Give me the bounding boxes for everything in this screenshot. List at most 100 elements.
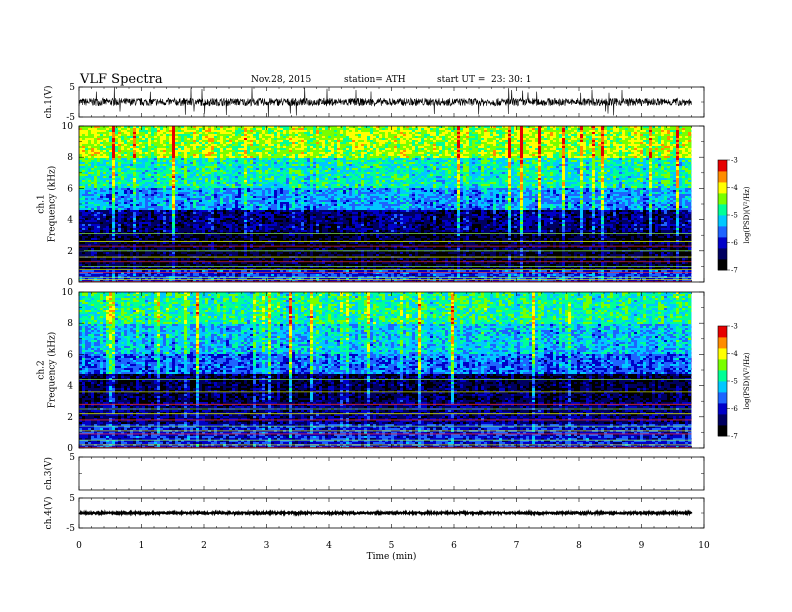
psd-cell [115, 190, 118, 192]
psd-cell [112, 168, 115, 170]
psd-cell [109, 224, 112, 226]
psd-cell [79, 160, 82, 162]
psd-cell [121, 194, 124, 196]
psd-cell [103, 182, 106, 184]
psd-cell [112, 134, 115, 136]
psd-cell [82, 196, 85, 198]
psd-cell [121, 196, 124, 198]
psd-cell [88, 230, 91, 232]
psd-cell [100, 210, 103, 212]
psd-cell [106, 222, 109, 224]
psd-cell [121, 142, 124, 144]
psd-cell [82, 258, 85, 260]
psd-cell [94, 216, 97, 218]
psd-cell [112, 190, 115, 192]
psd-cell [100, 136, 103, 138]
psd-cell [112, 234, 115, 236]
psd-cell [100, 170, 103, 172]
psd-cell [79, 162, 82, 164]
psd-cell [91, 222, 94, 224]
psd-cell [88, 224, 91, 226]
psd-cell [115, 188, 118, 190]
psd-cell [97, 172, 100, 174]
psd-cell [112, 224, 115, 226]
psd-cell [124, 252, 127, 254]
psd-cell [106, 200, 109, 202]
psd-cell [100, 192, 103, 194]
psd-cell [79, 252, 82, 254]
psd-cell [97, 146, 100, 148]
psd-cell [85, 206, 88, 208]
psd-cell [112, 166, 115, 168]
psd-cell [91, 134, 94, 136]
psd-cell [91, 242, 94, 244]
psd-cell [103, 180, 106, 182]
psd-cell [121, 200, 124, 202]
psd-cell [118, 194, 121, 196]
psd-cell [124, 186, 127, 188]
psd-cell [88, 194, 91, 196]
psd-cell [103, 218, 106, 220]
psd-cell [106, 172, 109, 174]
psd-cell [97, 222, 100, 224]
psd-cell [82, 224, 85, 226]
psd-cell [94, 154, 97, 156]
psd-cell [88, 148, 91, 150]
psd-cell [94, 220, 97, 222]
psd-cell [115, 206, 118, 208]
psd-cell [118, 170, 121, 172]
psd-cell [121, 192, 124, 194]
psd-cell [91, 236, 94, 238]
psd-cell [106, 252, 109, 254]
psd-cell [82, 170, 85, 172]
psd-cell [97, 226, 100, 228]
psd-cell [106, 186, 109, 188]
psd-cell [115, 218, 118, 220]
psd-cell [79, 152, 82, 154]
psd-cell [100, 180, 103, 182]
psd-cell [91, 128, 94, 130]
psd-cell [112, 258, 115, 260]
psd-cell [103, 192, 106, 194]
psd-cell [109, 130, 112, 132]
psd-cell [88, 164, 91, 166]
psd-cell [103, 198, 106, 200]
psd-cell [118, 202, 121, 204]
psd-cell [109, 198, 112, 200]
psd-cell [85, 264, 88, 266]
psd-cell [106, 208, 109, 210]
psd-cell [106, 188, 109, 190]
psd-cell [94, 202, 97, 204]
psd-cell [79, 236, 82, 238]
psd-cell [121, 244, 124, 246]
psd-cell [121, 186, 124, 188]
psd-cell [94, 252, 97, 254]
psd-cell [103, 170, 106, 172]
psd-cell [121, 144, 124, 146]
psd-cell [88, 174, 91, 176]
psd-cell [103, 144, 106, 146]
psd-cell [112, 254, 115, 256]
psd-cell [100, 264, 103, 266]
psd-cell [124, 244, 127, 246]
psd-cell [115, 144, 118, 146]
psd-cell [109, 182, 112, 184]
psd-cell [103, 206, 106, 208]
psd-cell [115, 202, 118, 204]
psd-cell [124, 138, 127, 140]
psd-cell [112, 214, 115, 216]
psd-cell [94, 222, 97, 224]
psd-cell [115, 154, 118, 156]
psd-cell [118, 218, 121, 220]
psd-cell [79, 214, 82, 216]
psd-cell [109, 134, 112, 136]
psd-cell [91, 200, 94, 202]
psd-cell [97, 242, 100, 244]
psd-cell [85, 224, 88, 226]
psd-cell [109, 234, 112, 236]
psd-cell [82, 138, 85, 140]
psd-cell [115, 208, 118, 210]
psd-cell [103, 194, 106, 196]
psd-cell [100, 218, 103, 220]
psd-cell [112, 244, 115, 246]
